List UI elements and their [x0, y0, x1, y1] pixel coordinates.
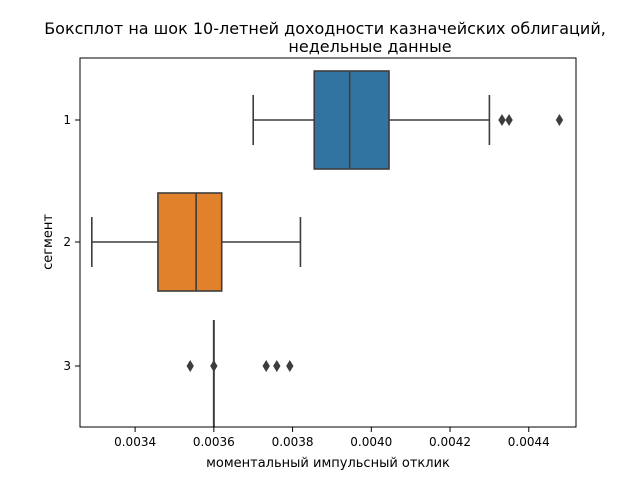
chart-title-line-1: Боксплот на шок 10-летней доходности каз…: [44, 19, 606, 38]
x-tick-label: 0.0044: [508, 435, 550, 449]
outlier-point: [262, 360, 270, 372]
outlier-point: [505, 114, 513, 126]
box-group-2: [91, 192, 302, 292]
x-tick-label: 0.0036: [193, 435, 235, 449]
box-group-1: [252, 70, 564, 170]
x-tick-label: 0.0042: [429, 435, 471, 449]
y-tick-label: 2: [63, 235, 71, 249]
box-iqr: [313, 70, 390, 170]
x-axis-label: моментальный импульсный отклик: [206, 456, 450, 471]
box-group-3: [186, 320, 294, 427]
y-axis-label: сегмент: [41, 214, 56, 270]
outlier-point: [286, 360, 294, 372]
outlier-point: [186, 360, 194, 372]
chart-title-line-2: недельные данные: [288, 37, 451, 56]
box-iqr: [157, 192, 223, 292]
x-tick-label: 0.0038: [272, 435, 314, 449]
outlier-point: [273, 360, 281, 372]
x-tick-label: 0.0040: [350, 435, 392, 449]
outlier-point: [210, 360, 218, 372]
outlier-point: [555, 114, 564, 126]
plot-area: [91, 70, 564, 427]
x-axis: 0.0034 0.0036 0.0038 0.0040 0.0042 0.0044: [114, 427, 550, 449]
y-tick-label: 3: [63, 359, 71, 373]
y-axis: 1 2 3: [63, 113, 80, 373]
outlier-point: [498, 114, 506, 126]
x-tick-label: 0.0034: [114, 435, 156, 449]
y-tick-label: 1: [63, 113, 71, 127]
